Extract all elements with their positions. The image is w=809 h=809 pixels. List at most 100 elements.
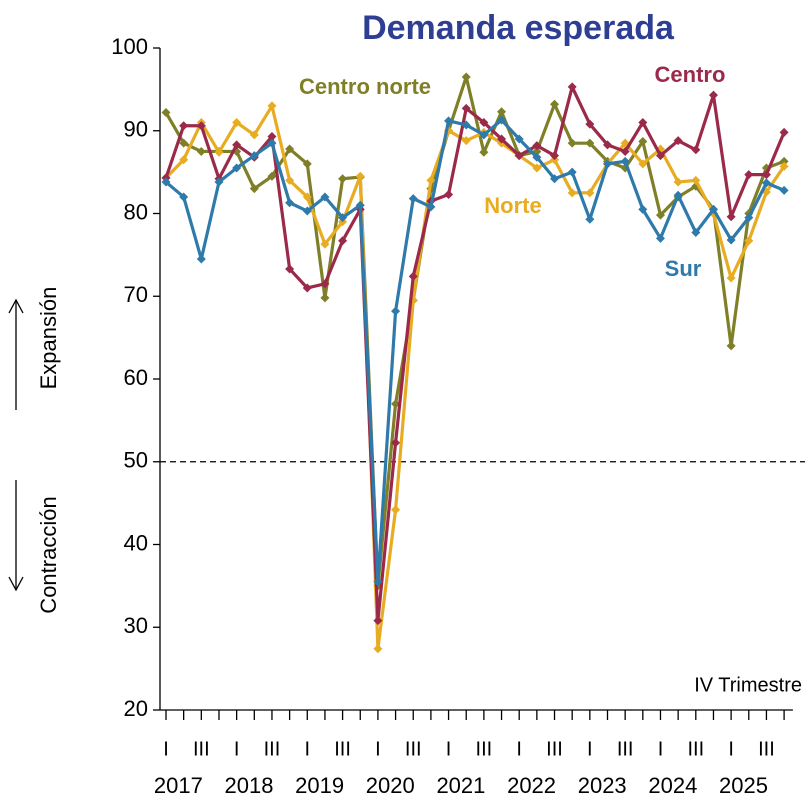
year-label: 2017 [154,773,203,798]
marker [320,279,330,289]
series-line [164,85,786,623]
x-tick-label: I [304,738,310,760]
marker [567,167,577,177]
year-label: 2018 [225,773,274,798]
x-tick-label: III [476,738,493,760]
marker [655,210,665,220]
marker [232,163,242,173]
chart-title: Demanda esperada [362,9,675,47]
marker [744,236,754,246]
marker [320,239,330,249]
series-line [164,118,785,584]
marker [161,108,171,118]
marker [338,213,348,223]
x-tick-label: I [658,738,664,760]
marker [726,273,736,283]
marker [779,156,789,166]
marker [214,177,224,187]
marker [267,101,277,111]
marker [285,264,295,274]
marker [338,236,348,246]
marker [320,192,330,202]
x-tick-label: III [193,738,210,760]
series-label: Centro norte [299,74,431,99]
marker [232,140,242,150]
x-tick-label: I [728,738,734,760]
marker [708,204,718,214]
x-tick-label: I [587,738,593,760]
marker [585,188,595,198]
marker [620,146,630,156]
marker [391,306,401,316]
marker [161,177,171,187]
marker [620,156,630,166]
y-tick-label: 50 [124,448,148,473]
x-tick-label: III [264,738,281,760]
marker [779,185,789,195]
marker [497,107,507,117]
year-label: 2024 [648,773,697,798]
marker [461,103,471,113]
marker [585,138,595,148]
marker [567,188,577,198]
marker [708,90,718,100]
marker [373,616,383,626]
x-tick-label: III [546,738,563,760]
marker [603,140,612,150]
marker [532,152,542,162]
marker [373,577,383,587]
marker [444,116,454,126]
marker [267,138,277,148]
marker [391,505,401,515]
marker [355,200,365,210]
marker [355,171,365,181]
marker [673,136,683,146]
marker [497,115,507,125]
x-tick-label: I [446,738,452,760]
marker [532,163,542,173]
marker [461,120,471,130]
marker [779,127,789,137]
x-tick-label: I [163,738,169,760]
marker [320,293,330,303]
marker [726,212,736,222]
marker [744,170,754,180]
year-label: 2019 [295,773,344,798]
marker [285,144,295,154]
marker [196,254,206,264]
x-tick-label: I [375,738,381,760]
y-tick-label: 70 [124,282,148,307]
year-label: 2022 [507,773,556,798]
marker [179,121,189,131]
marker [408,271,418,281]
marker [567,138,577,148]
marker [302,283,312,293]
marker [726,235,736,245]
marker [550,151,560,161]
marker [249,184,259,194]
marker [691,145,701,155]
marker [408,194,418,204]
marker [302,206,312,216]
year-label: 2020 [366,773,415,798]
marker [479,117,489,127]
marker [567,82,577,92]
marker [655,151,665,161]
y-tick-label: 30 [124,613,148,638]
marker [779,161,789,171]
marker [444,189,454,199]
y-tick-label: 40 [124,530,148,555]
y-tick-label: 80 [124,199,148,224]
marker [550,99,560,109]
marker [673,177,683,187]
series-label: Sur [665,256,702,281]
marker [391,399,401,409]
marker [761,178,771,188]
marker [249,151,259,161]
marker [514,134,524,144]
marker [285,198,295,208]
series-label: Norte [484,193,541,218]
x-tick-label: III [405,738,422,760]
marker [373,644,383,654]
